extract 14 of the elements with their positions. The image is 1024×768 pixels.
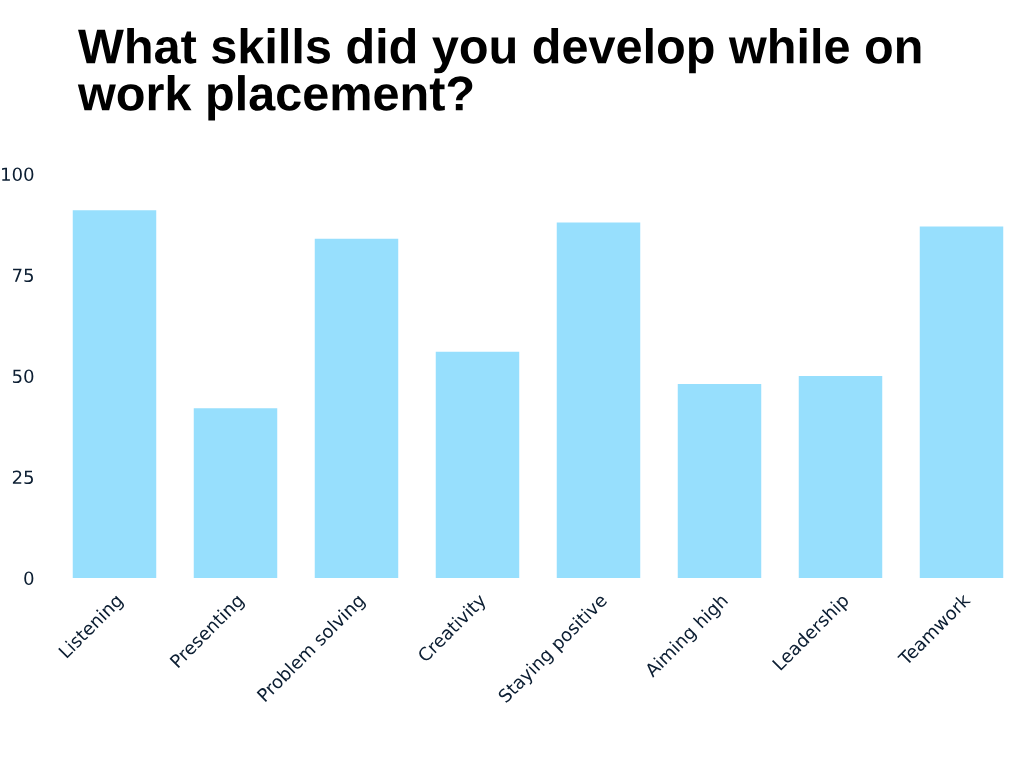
bar — [193, 408, 278, 578]
y-tick-label: 50 — [12, 369, 34, 384]
y-tick-label: 100 — [2, 167, 34, 182]
y-tick-label: 25 — [12, 470, 33, 485]
chart-title: What skills did you develop while on work placement? — [77, 28, 921, 121]
bar — [919, 226, 1004, 578]
y-tick-label: 75 — [13, 268, 33, 283]
bar — [314, 238, 399, 578]
bar — [72, 210, 157, 578]
bar — [556, 222, 641, 578]
bar — [435, 351, 520, 578]
bar — [798, 376, 883, 578]
bar — [677, 384, 762, 578]
y-tick-label: 0 — [24, 571, 34, 586]
